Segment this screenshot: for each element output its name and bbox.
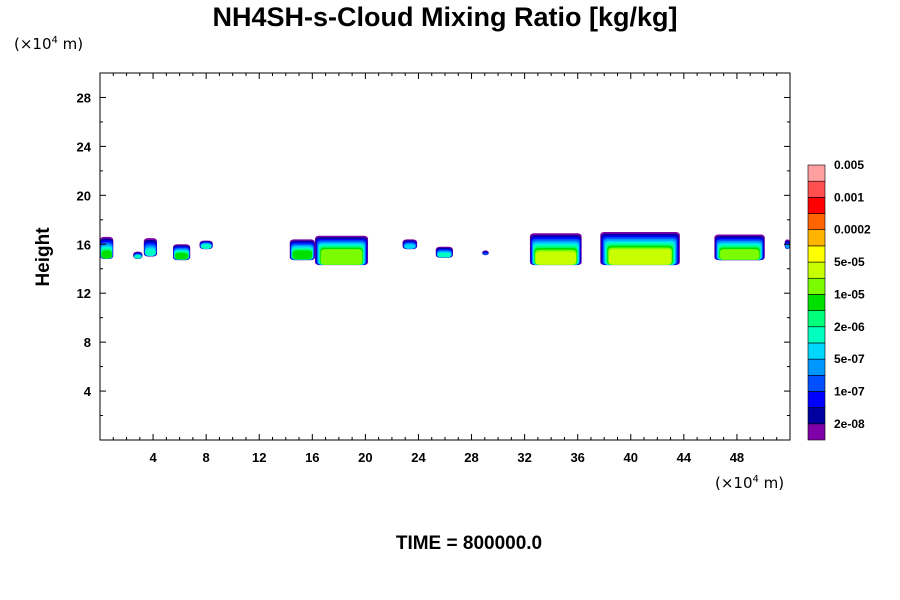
x-unit-suffix: m) xyxy=(759,474,784,492)
colorbar-label: 1e-05 xyxy=(834,287,865,301)
colorbar-label: 0.001 xyxy=(834,190,864,204)
y-tick-label: 20 xyxy=(77,188,91,203)
colorbar-band xyxy=(807,310,826,328)
cloud-contour xyxy=(609,249,672,265)
cloud-contour xyxy=(101,250,112,259)
y-tick-label: 16 xyxy=(77,237,91,252)
colorbar-band xyxy=(807,423,826,441)
x-tick-label: 8 xyxy=(203,450,210,465)
time-label: TIME = 800000.0 xyxy=(396,533,542,554)
y-unit-prefix: (×10 xyxy=(14,35,52,53)
chart-title: NH4SH-s-Cloud Mixing Ratio [kg/kg] xyxy=(213,2,678,32)
cloud-band xyxy=(143,238,158,257)
x-unit-prefix: (×10 xyxy=(715,474,753,492)
x-unit-exp: 4 xyxy=(753,474,759,485)
colorbar-band xyxy=(807,374,826,392)
cloud-band xyxy=(529,233,582,266)
x-tick-label: 48 xyxy=(730,450,744,465)
colorbar: 2e-08 1e-07 5e-07 2e-06 1e-05 5e-05 0.0002 0.00… xyxy=(807,158,871,441)
colorbar-band xyxy=(807,213,826,231)
cloud-contour xyxy=(535,251,576,265)
x-tick-label: 4 xyxy=(149,450,157,465)
colorbar-band xyxy=(807,197,826,214)
colorbar-label: 1e-07 xyxy=(834,384,865,398)
colorbar-band xyxy=(807,326,826,344)
y-tick-label: 4 xyxy=(84,384,92,399)
colorbar-band xyxy=(807,358,826,376)
colorbar-band xyxy=(807,342,826,360)
y-tick-label: 24 xyxy=(77,139,92,154)
colorbar-band xyxy=(807,277,826,295)
cloud-contour xyxy=(482,252,489,255)
cloud-band xyxy=(482,250,489,256)
y-tick-label: 8 xyxy=(84,335,91,350)
y-unit-suffix: m) xyxy=(58,35,83,53)
colorbar-band xyxy=(807,180,826,198)
colorbar-band xyxy=(807,391,826,408)
y-tick-label: 12 xyxy=(77,286,91,301)
cloud-contour xyxy=(134,255,142,259)
x-tick-label: 24 xyxy=(411,450,426,465)
x-axis-unit: (×104 m) xyxy=(715,474,784,492)
cloud-band xyxy=(314,235,369,266)
cloud-band xyxy=(100,236,114,259)
cloud-contour xyxy=(785,244,790,249)
cloud-band xyxy=(133,251,143,259)
x-tick-label: 12 xyxy=(252,450,266,465)
cloud-band xyxy=(600,232,680,266)
cloud-band xyxy=(199,240,213,250)
colorbar-band xyxy=(807,245,826,263)
colorbar-label: 0.0002 xyxy=(834,223,871,237)
colorbar-band xyxy=(807,407,826,425)
cloud-contour xyxy=(404,244,416,249)
y-axis-label: Height xyxy=(33,227,54,287)
colorbar-label: 0.005 xyxy=(834,158,864,172)
cloud-contour xyxy=(437,252,452,258)
cloud-band xyxy=(289,239,315,261)
colorbar-label: 5e-07 xyxy=(834,352,865,366)
colorbar-label: 2e-06 xyxy=(834,320,865,334)
colorbar-label: 5e-05 xyxy=(834,255,865,269)
x-tick-label: 20 xyxy=(358,450,372,465)
cloud-contour xyxy=(200,244,212,249)
cloud-contour xyxy=(292,250,313,260)
x-tick-label: 40 xyxy=(624,450,638,465)
colorbar-band xyxy=(807,164,826,182)
colorbar-band xyxy=(807,261,826,279)
colorbar-label: 2e-08 xyxy=(834,417,865,431)
colorbar-band xyxy=(807,229,826,247)
y-axis-unit: (×104 m) xyxy=(14,35,83,53)
cloud-contour xyxy=(174,252,189,260)
cloud-contour xyxy=(719,249,760,260)
cloud-band xyxy=(714,234,765,261)
x-tick-label: 36 xyxy=(570,450,584,465)
y-unit-exp: 4 xyxy=(52,35,58,46)
cloud-contour xyxy=(320,249,363,265)
cloud-layers xyxy=(100,232,790,266)
cloud-band xyxy=(402,239,418,250)
cloud-band xyxy=(435,246,453,258)
x-tick-label: 16 xyxy=(305,450,319,465)
cloud-band xyxy=(172,244,191,261)
cloud-contour xyxy=(145,249,156,256)
x-tick-label: 44 xyxy=(677,450,692,465)
colorbar-band xyxy=(807,294,826,311)
x-tick-label: 32 xyxy=(517,450,531,465)
y-tick-label: 28 xyxy=(77,90,91,105)
x-tick-label: 28 xyxy=(464,450,478,465)
cloud-field xyxy=(100,232,790,266)
